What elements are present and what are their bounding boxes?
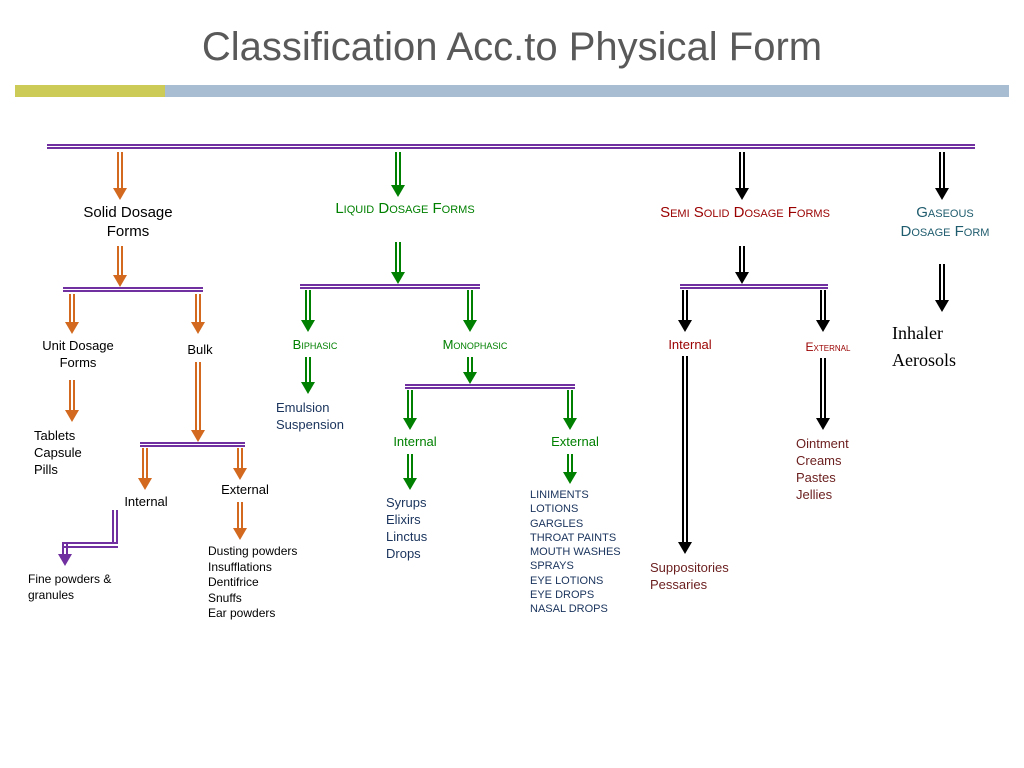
connector-solid-split <box>63 290 203 292</box>
connector-liquid-split <box>300 287 480 289</box>
node-bulk-internal: Internal <box>116 494 176 511</box>
node-mono-external: External <box>540 434 610 451</box>
leaves-biphasic: EmulsionSuspension <box>276 400 344 434</box>
leaves-ss-external: OintmentCreamsPastesJellies <box>796 436 849 504</box>
node-ss-external: External <box>793 340 863 356</box>
node-liquid: Liquid Dosage Forms <box>330 200 480 219</box>
leaves-unit: TabletsCapsulePills <box>34 428 82 479</box>
leaves-ss-internal: SuppositoriesPessaries <box>650 560 729 594</box>
page-title: Classification Acc.to Physical Form <box>0 0 1024 85</box>
leaves-bulk-internal: Fine powders & granules <box>28 572 148 603</box>
node-gaseous: Gaseous Dosage Form <box>895 204 995 242</box>
node-semisolid: Semi Solid Dosage Forms <box>660 204 830 223</box>
connector-bulk-split <box>140 445 245 447</box>
leaves-mono-external: LinimentsLotionsGarglesThroat paintsMout… <box>530 488 621 617</box>
node-solid: Solid Dosage Forms <box>68 204 188 242</box>
leaves-bulk-external: Dusting powdersInsufflationsDentifriceSn… <box>208 544 297 622</box>
node-mono-internal: Internal <box>380 434 450 451</box>
node-bulk-external: External <box>210 482 280 499</box>
diagram-canvas: Solid Dosage Forms Unit Dosage Forms Tab… <box>0 112 1024 752</box>
connector-semisolid-split <box>680 287 828 289</box>
node-ss-internal: Internal <box>655 337 725 354</box>
root-connector <box>47 147 975 149</box>
node-unit: Unit Dosage Forms <box>28 338 128 372</box>
title-divider <box>15 85 1009 97</box>
node-monophasic: Monophasic <box>425 337 525 354</box>
leaves-mono-internal: SyrupsElixirsLinctusDrops <box>386 495 427 563</box>
connector-mono-split <box>405 387 575 389</box>
node-bulk: Bulk <box>170 342 230 359</box>
leaves-gaseous: InhalerAerosols <box>892 320 956 374</box>
arrow-bulk-internal-bend <box>58 510 118 566</box>
node-biphasic: Biphasic <box>275 337 355 354</box>
